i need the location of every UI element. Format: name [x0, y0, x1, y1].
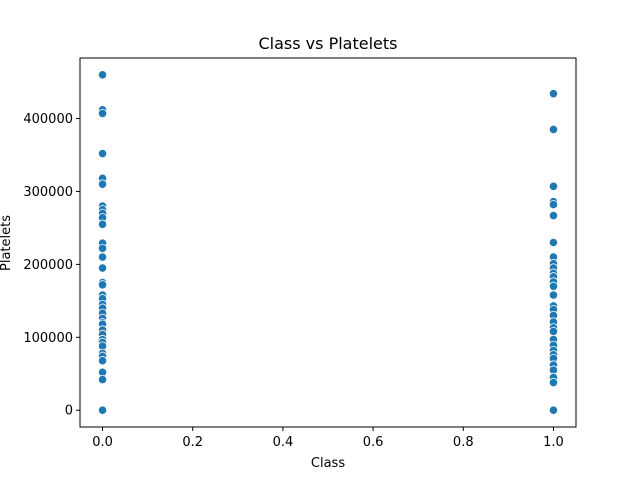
data-point — [97, 374, 108, 385]
data-point — [97, 179, 108, 189]
data-point — [548, 290, 559, 300]
data-point — [97, 70, 108, 80]
data-point — [97, 252, 108, 262]
data-point — [97, 243, 108, 253]
x-tick-label: 0.8 — [453, 435, 474, 450]
y-axis-ticks: 0 100000 200000 300000 400000 — [23, 112, 80, 419]
data-point — [97, 148, 108, 159]
data-point — [548, 405, 559, 415]
y-tick-label: 200000 — [23, 258, 73, 273]
data-point — [548, 377, 559, 388]
chart-title: Class vs Platelets — [259, 34, 398, 53]
x-axis-ticks: 0.0 0.2 0.4 0.6 0.8 1.0 — [92, 427, 564, 450]
data-points — [97, 70, 559, 415]
data-point — [97, 405, 108, 415]
y-axis-label: Platelets — [0, 215, 14, 271]
y-tick-label: 0 — [65, 404, 73, 419]
data-point — [548, 89, 559, 99]
data-point — [548, 326, 559, 337]
x-tick-label: 1.0 — [543, 435, 564, 450]
plot-area — [79, 57, 577, 428]
x-tick-label: 0.6 — [363, 435, 384, 450]
x-tick-label: 0.0 — [92, 435, 113, 450]
data-point — [548, 210, 559, 221]
y-tick-label: 300000 — [23, 185, 73, 200]
data-point — [548, 237, 559, 248]
y-tick-label: 400000 — [23, 112, 73, 127]
x-axis-label: Class — [311, 456, 345, 471]
x-tick-label: 0.2 — [182, 435, 203, 450]
data-point — [548, 281, 559, 291]
y-tick-label: 100000 — [23, 331, 73, 346]
data-point — [97, 263, 108, 273]
data-point — [548, 124, 559, 135]
data-point — [97, 280, 108, 290]
data-point — [548, 181, 559, 191]
data-point — [97, 219, 108, 229]
data-point — [97, 108, 108, 119]
x-tick-label: 0.4 — [273, 435, 294, 450]
data-point — [548, 199, 559, 210]
data-point — [97, 356, 108, 366]
